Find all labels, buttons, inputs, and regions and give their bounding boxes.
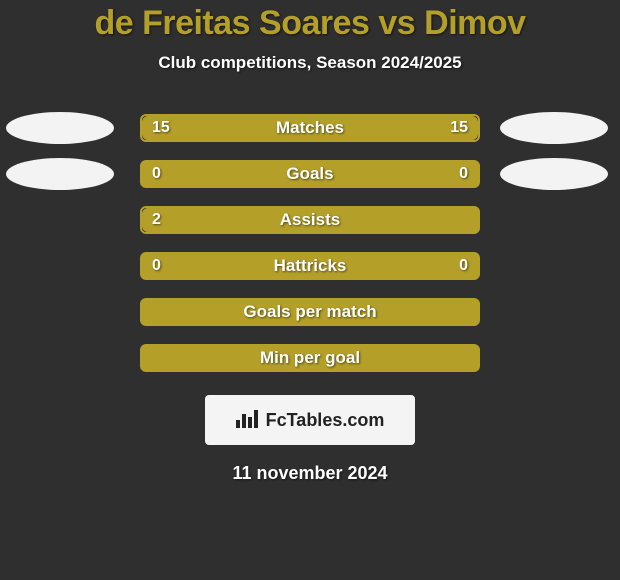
stat-bar-track bbox=[140, 206, 480, 234]
comparison-canvas: de Freitas Soares vs Dimov Club competit… bbox=[0, 0, 620, 580]
player-right-badge bbox=[500, 158, 608, 190]
stat-bar-fill-right bbox=[142, 254, 478, 278]
stat-bar-track bbox=[140, 252, 480, 280]
stat-bar-track bbox=[140, 344, 480, 372]
player-left-badge bbox=[6, 158, 114, 190]
page-title: de Freitas Soares vs Dimov bbox=[0, 0, 620, 43]
stat-row: Min per goal bbox=[0, 341, 620, 387]
page-subtitle: Club competitions, Season 2024/2025 bbox=[0, 53, 620, 73]
stat-bar-track bbox=[140, 114, 480, 142]
stat-value-left: 2 bbox=[152, 206, 161, 234]
stat-bar-fill-right bbox=[142, 346, 478, 370]
stat-bar-fill-right bbox=[142, 162, 478, 186]
stat-value-right: 0 bbox=[459, 252, 468, 280]
stat-row: Goals00 bbox=[0, 157, 620, 203]
stat-bar-fill-left bbox=[142, 208, 478, 232]
stat-rows: Matches1515Goals00Assists2Hattricks00Goa… bbox=[0, 111, 620, 387]
stat-value-right: 0 bbox=[459, 160, 468, 188]
stat-value-left: 15 bbox=[152, 114, 170, 142]
stat-value-left: 0 bbox=[152, 252, 161, 280]
stat-value-right: 15 bbox=[450, 114, 468, 142]
branding-text: FcTables.com bbox=[266, 410, 385, 431]
stat-bar-track bbox=[140, 298, 480, 326]
chart-bars-icon bbox=[236, 408, 260, 433]
stat-row: Hattricks00 bbox=[0, 249, 620, 295]
stat-value-left: 0 bbox=[152, 160, 161, 188]
stat-bar-track bbox=[140, 160, 480, 188]
stat-row: Goals per match bbox=[0, 295, 620, 341]
stat-row: Assists2 bbox=[0, 203, 620, 249]
stat-row: Matches1515 bbox=[0, 111, 620, 157]
stat-bar-fill-right bbox=[142, 300, 478, 324]
player-right-badge bbox=[500, 112, 608, 144]
branding-badge: FcTables.com bbox=[205, 395, 415, 445]
player-left-badge bbox=[6, 112, 114, 144]
snapshot-date: 11 november 2024 bbox=[0, 463, 620, 484]
